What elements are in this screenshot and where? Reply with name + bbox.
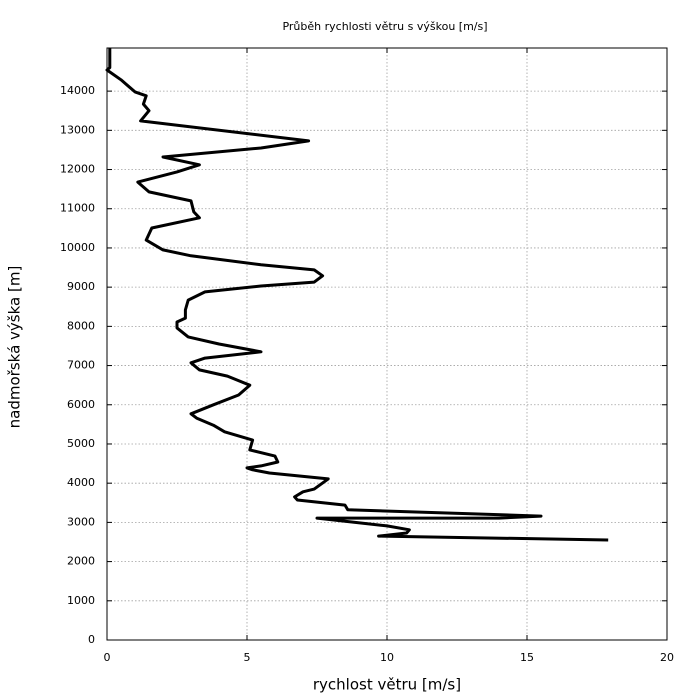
chart-title: Průběh rychlosti větru s výškou [m/s] [282, 20, 487, 33]
wind-profile-line [105, 48, 609, 542]
y-tick-label: 6000 [67, 398, 95, 411]
y-tick-label: 9000 [67, 280, 95, 293]
y-tick-label: 4000 [67, 476, 95, 489]
y-tick-label: 12000 [60, 163, 95, 176]
y-tick-label: 14000 [60, 84, 95, 97]
x-tick-label: 15 [520, 651, 534, 664]
x-axis-label: rychlost větru [m/s] [313, 676, 461, 694]
y-tick-label: 13000 [60, 123, 95, 136]
y-tick-label: 11000 [60, 202, 95, 215]
y-tick-label: 8000 [67, 319, 95, 332]
plot-frame [106, 47, 668, 641]
x-tick-label: 5 [244, 651, 251, 664]
x-tick-label: 0 [104, 651, 111, 664]
y-tick-label: 0 [88, 633, 95, 646]
y-tick-label: 7000 [67, 359, 95, 372]
x-tick-label: 10 [380, 651, 394, 664]
y-tick-label: 1000 [67, 594, 95, 607]
y-tick-label: 10000 [60, 241, 95, 254]
y-tick-label: 3000 [67, 515, 95, 528]
y-tick-label: 2000 [67, 555, 95, 568]
y-axis-label: nadmořská výška [m] [6, 266, 24, 429]
x-tick-label: 20 [660, 651, 674, 664]
y-tick-label: 5000 [67, 437, 95, 450]
